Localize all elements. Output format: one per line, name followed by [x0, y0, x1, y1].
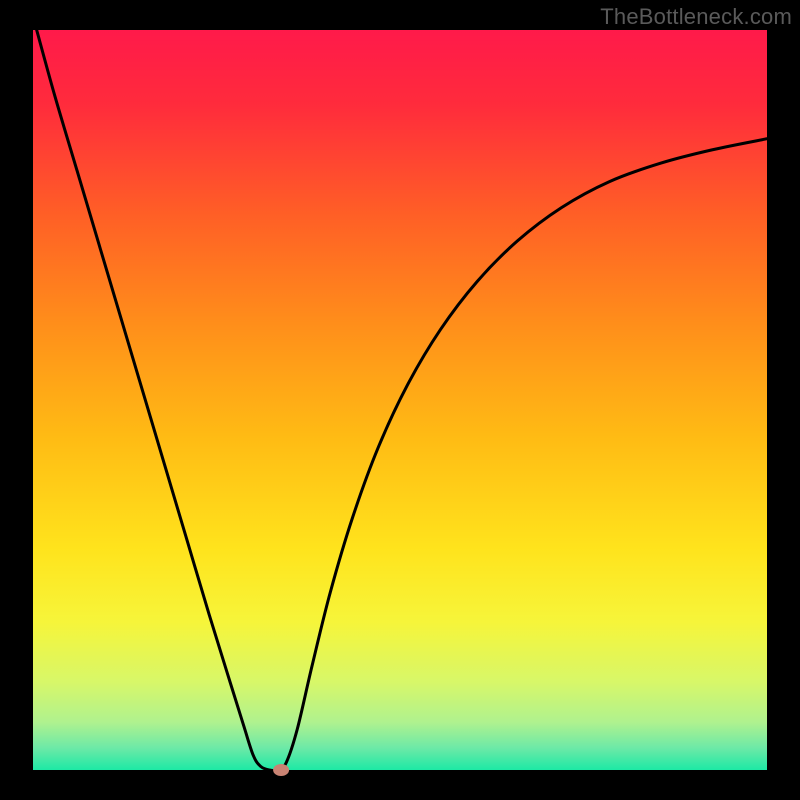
chart-container: TheBottleneck.com [0, 0, 800, 800]
bottleneck-chart [0, 0, 800, 800]
optimum-marker [273, 764, 289, 776]
watermark-text: TheBottleneck.com [600, 4, 792, 30]
